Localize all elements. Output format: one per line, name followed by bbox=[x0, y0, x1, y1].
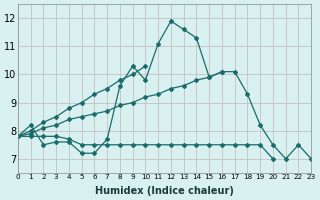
X-axis label: Humidex (Indice chaleur): Humidex (Indice chaleur) bbox=[95, 186, 234, 196]
